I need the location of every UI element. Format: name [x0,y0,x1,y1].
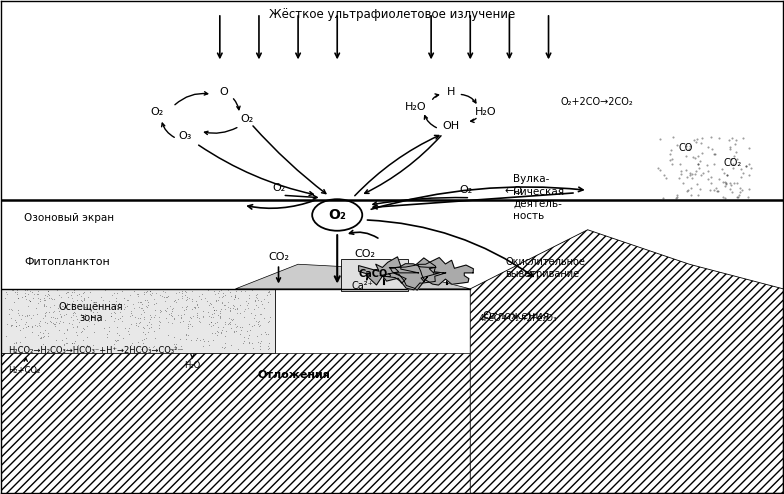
Bar [341,259,408,291]
Polygon shape [418,257,474,285]
Text: H₂O: H₂O [475,107,497,117]
Text: Фитопланктон: Фитопланктон [24,257,110,267]
Polygon shape [235,264,470,289]
Text: ←O: ←O [504,186,522,196]
Text: OH: OH [442,122,459,131]
Text: O₂+2CO→2CO₂: O₂+2CO→2CO₂ [561,97,633,107]
Text: H: H [447,87,455,97]
Bar [1,289,274,353]
Text: 4FeO+O₂→2Fe₂O₃: 4FeO+O₂→2Fe₂O₃ [478,314,557,323]
Text: H₂O: H₂O [184,361,201,370]
Polygon shape [470,230,783,494]
Text: H₂+CO₂: H₂+CO₂ [9,366,41,374]
Polygon shape [390,264,440,290]
Text: O₂: O₂ [241,114,254,124]
Bar [1,0,783,289]
Text: Окислительное
выветривание: Окислительное выветривание [506,257,586,279]
Text: Освещённая
зона: Освещённая зона [58,301,123,323]
Text: H₂CO₂→H₂CO₃→HCO₃⁻+H⁺→2HCO₃→CO₃²⁻: H₂CO₂→H₂CO₃→HCO₃⁻+H⁺→2HCO₃→CO₃²⁻ [9,346,182,355]
Text: CO₂: CO₂ [724,158,742,168]
Text: O: O [220,87,228,97]
Text: O₃: O₃ [178,131,191,141]
Text: O₂: O₂ [151,107,164,117]
Text: H₂O: H₂O [405,102,426,112]
Text: CaCO₃: CaCO₃ [358,269,391,279]
Text: Вулка-
ническая
деятель-
ность: Вулка- ническая деятель- ность [514,174,564,221]
Text: Озоновый экран: Озоновый экран [24,212,114,222]
Text: CO₂: CO₂ [268,252,289,262]
Polygon shape [358,257,419,285]
Text: O₂: O₂ [459,185,473,195]
Text: O₂: O₂ [272,183,285,193]
Text: O₂: O₂ [328,208,347,222]
Polygon shape [380,258,446,290]
Bar [1,353,783,494]
Text: Отложения: Отложения [482,311,550,321]
Text: Ca²⁺: Ca²⁺ [351,282,373,291]
Text: CO: CO [678,143,693,154]
Text: CO₂: CO₂ [354,249,375,259]
Text: Отложения: Отложения [258,370,331,380]
Text: Жёсткое ультрафиолетовое излучение: Жёсткое ультрафиолетовое излучение [269,8,515,21]
